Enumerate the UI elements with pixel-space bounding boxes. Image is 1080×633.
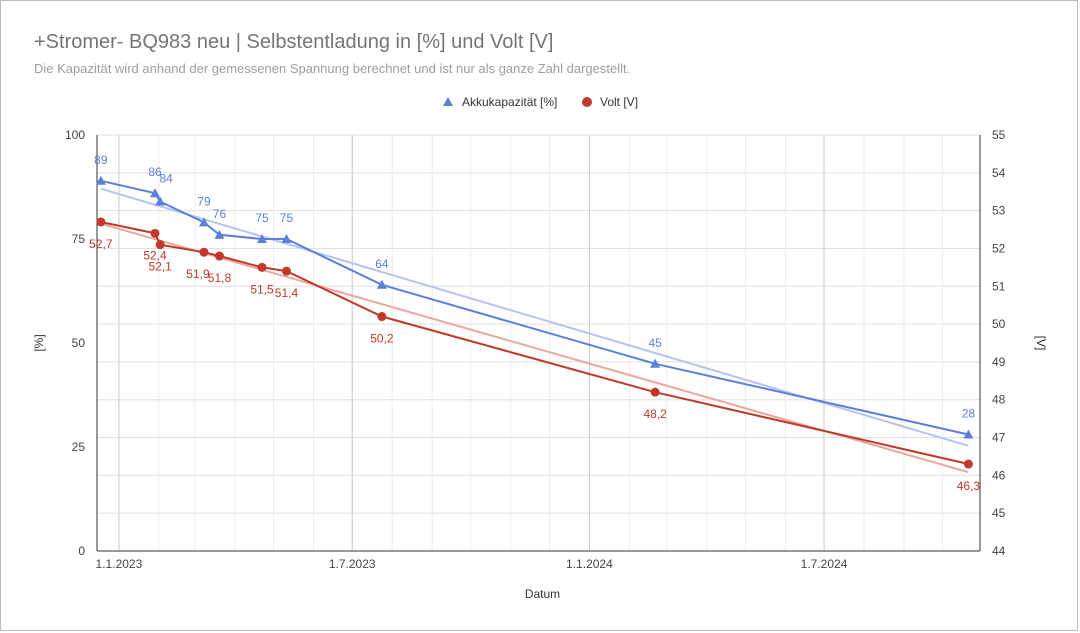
legend-akku-label: Akkukapazität [%]	[462, 95, 557, 109]
volt-data-label: 51,8	[208, 271, 232, 285]
akku-data-label: 28	[962, 407, 976, 421]
y-tick-label-left: 25	[72, 440, 86, 454]
volt-point	[377, 312, 387, 322]
legend-akku-marker	[443, 97, 453, 106]
volt-point	[155, 240, 165, 250]
akku-data-label: 75	[280, 211, 294, 225]
y-tick-label-right: 46	[992, 468, 1006, 482]
volt-point	[650, 387, 660, 397]
y-tick-label-right: 50	[992, 317, 1006, 331]
y-tick-label-right: 52	[992, 241, 1006, 255]
volt-point	[96, 217, 106, 227]
akku-point	[281, 234, 292, 243]
y-tick-label-left: 50	[72, 336, 86, 350]
volt-point	[281, 266, 291, 276]
akku-point	[95, 175, 106, 185]
y-tick-label-right: 55	[992, 128, 1006, 142]
volt-point	[214, 251, 224, 261]
legend-volt-marker	[582, 97, 592, 107]
volt-data-label: 51,9	[186, 267, 210, 281]
chart-title: +Stromer- BQ983 neu | Selbstentladung in…	[34, 31, 554, 53]
akku-point	[256, 234, 267, 243]
y-tick-label-right: 44	[992, 544, 1006, 558]
chart-subtitle: Die Kapazität wird anhand der gemessenen…	[34, 61, 631, 76]
y-tick-label-right: 54	[992, 166, 1006, 180]
grid	[97, 134, 980, 552]
y-tick-label-right: 53	[992, 204, 1006, 218]
y-tick-label-right: 47	[992, 431, 1006, 445]
x-tick-label: 1.1.2023	[96, 557, 143, 571]
akku-data-label: 84	[159, 172, 173, 186]
legend-volt-label: Volt [V]	[600, 95, 638, 109]
volt-data-label: 52,4	[143, 248, 167, 262]
akku-point	[376, 279, 387, 289]
x-tick-label: 1.1.2024	[566, 557, 613, 571]
akku-point	[650, 358, 661, 368]
akku-point	[150, 188, 161, 198]
y-tick-label-left: 0	[78, 544, 85, 558]
legend: Akkukapazität [%] Volt [V]	[443, 95, 638, 109]
volt-point	[257, 262, 267, 272]
volt-data-label: 46,3	[957, 479, 981, 493]
axes: 0 25 50 75 100 44 45 46 47 48 49 50 51 52 53 54 55 1.1.20…	[32, 128, 1048, 601]
akku-trendline	[100, 187, 969, 447]
akku-data-label: 45	[648, 336, 662, 350]
akku-point	[198, 217, 209, 227]
x-tick-label: 1.7.2023	[329, 557, 376, 571]
volt-point	[150, 228, 160, 238]
akku-data-label: 76	[213, 207, 227, 221]
y-axis-title-right: [V]	[1034, 336, 1048, 351]
y-tick-label-right: 49	[992, 355, 1006, 369]
akku-line	[100, 179, 969, 436]
volt-data-label: 50,2	[370, 332, 394, 346]
y-tick-label-right: 45	[992, 506, 1006, 520]
volt-point	[199, 247, 209, 257]
y-tick-label-right: 51	[992, 279, 1006, 293]
akku-data-label: 86	[148, 165, 162, 179]
x-axis-title: Datum	[525, 587, 560, 601]
akku-data-label: 79	[197, 194, 211, 208]
akku-data-label: 75	[255, 211, 269, 225]
volt-data-label: 51,5	[250, 282, 274, 296]
volt-data-label: 48,2	[643, 407, 667, 421]
volt-data-label: 51,4	[275, 286, 299, 300]
x-tick-label: 1.7.2024	[801, 557, 848, 571]
volt-point	[963, 459, 973, 469]
akku-point	[214, 229, 225, 239]
akku-point	[963, 429, 974, 439]
y-axis-title-left: [%]	[32, 334, 46, 351]
akku-data-label: 64	[375, 257, 389, 271]
volt-data-label: 52,7	[89, 237, 113, 251]
volt-data-label: 52,1	[148, 260, 172, 274]
y-tick-label-left: 75	[72, 232, 86, 246]
akku-point	[155, 196, 166, 206]
y-tick-label-right: 48	[992, 393, 1006, 407]
y-tick-label-left: 100	[65, 128, 85, 142]
volt-line	[100, 221, 969, 465]
akku-data-label: 89	[94, 153, 108, 167]
